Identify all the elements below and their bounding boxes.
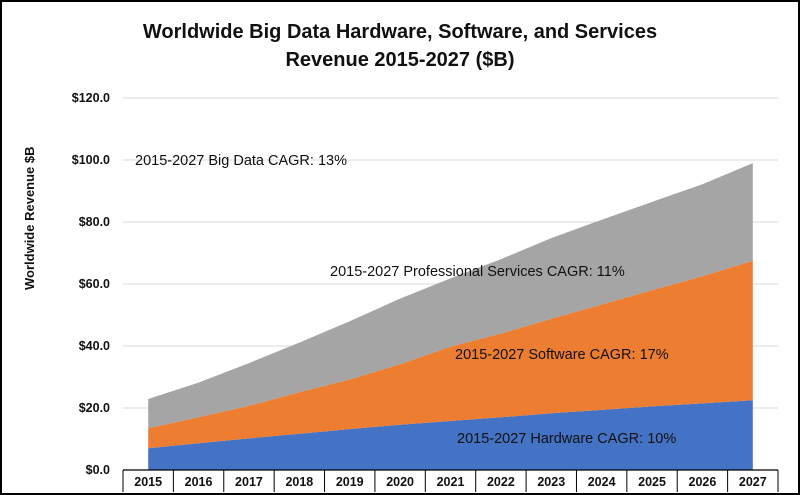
area-series	[148, 163, 753, 470]
y-axis-ticks: $0.0 $20.0 $40.0 $60.0 $80.0 $100.0 $120.0	[72, 91, 110, 477]
chart-title-line2: Revenue 2015-2027 ($B)	[285, 49, 515, 71]
x-tick-label: 2023	[537, 475, 565, 489]
x-axis: 2015 2016 2017 2018 2019 2020 2021 2022 2023 2024…	[122, 469, 779, 492]
x-tick-label: 2022	[487, 475, 515, 489]
annotation-hardware-cagr: 2015-2027 Hardware CAGR: 10%	[457, 431, 676, 447]
x-tick-label: 2017	[235, 475, 263, 489]
chart-title-line1: Worldwide Big Data Hardware, Software, a…	[142, 21, 658, 43]
y-tick-label: $60.0	[79, 277, 110, 291]
annotation-big-data-cagr: 2015-2027 Big Data CAGR: 13%	[135, 153, 347, 169]
x-tick-label: 2019	[336, 475, 364, 489]
x-tick-label: 2015	[134, 475, 162, 489]
x-tick-label: 2021	[437, 475, 465, 489]
y-tick-label: $20.0	[79, 401, 110, 415]
annotations: 2015-2027 Big Data CAGR: 13% 2015-2027 P…	[135, 153, 676, 447]
y-tick-label: $80.0	[79, 215, 110, 229]
area-software	[148, 260, 753, 449]
y-tick-label: $100.0	[72, 153, 110, 167]
chart-title: Worldwide Big Data Hardware, Software, a…	[60, 18, 740, 74]
y-tick-label: $120.0	[72, 91, 110, 105]
x-tick-label: 2026	[689, 475, 717, 489]
x-tick-label: 2027	[739, 475, 767, 489]
x-tick-label: 2025	[638, 475, 666, 489]
x-tick-label: 2024	[588, 475, 616, 489]
y-tick-label: $0.0	[86, 463, 110, 477]
annotation-professional-services-cagr: 2015-2027 Professional Services CAGR: 11…	[330, 264, 625, 280]
x-tick-label: 2016	[185, 475, 213, 489]
x-tick-label: 2020	[386, 475, 414, 489]
y-tick-label: $40.0	[79, 339, 110, 353]
x-tick-label: 2018	[285, 475, 313, 489]
annotation-software-cagr: 2015-2027 Software CAGR: 17%	[455, 347, 669, 363]
area-hardware	[148, 400, 753, 470]
area-professional-services	[148, 163, 753, 429]
